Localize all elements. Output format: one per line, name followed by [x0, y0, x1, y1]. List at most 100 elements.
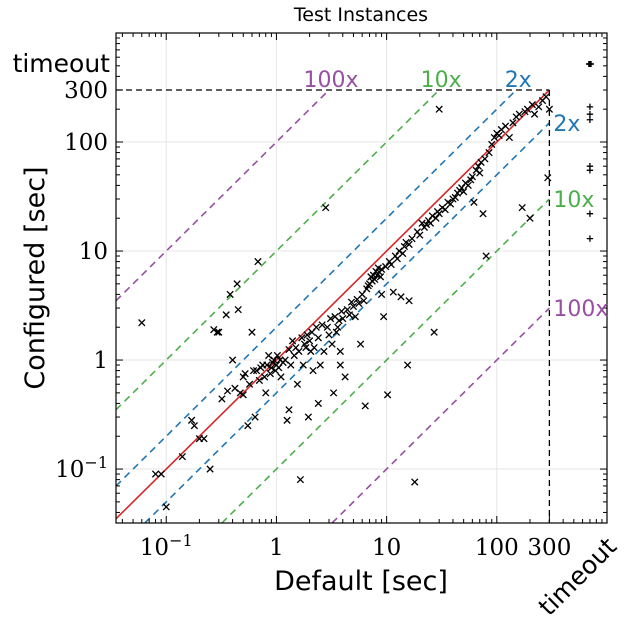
data-point	[303, 331, 311, 339]
data-point	[347, 298, 356, 306]
timeout-timeout-point	[587, 61, 594, 67]
data-point	[349, 302, 358, 311]
x-tick-label: 10	[372, 535, 401, 561]
x-tick-label: 1	[269, 535, 284, 561]
data-point	[526, 214, 534, 222]
data-point	[325, 331, 333, 339]
tick-labels: 10−1 1 10 100 300 10−1 1 10 100 300	[55, 78, 571, 561]
data-point	[464, 181, 472, 190]
data-point	[288, 337, 297, 345]
data-point	[296, 475, 305, 484]
data-point	[206, 465, 214, 473]
data-point	[226, 290, 234, 299]
data-point	[479, 210, 487, 218]
data-point	[309, 366, 317, 375]
data-point	[260, 373, 269, 381]
data-point	[387, 260, 395, 269]
data-point	[314, 399, 322, 408]
data-point	[441, 205, 449, 214]
data-point	[302, 343, 310, 352]
data-point	[501, 122, 510, 130]
data-point	[376, 273, 385, 281]
diagonal-line	[116, 89, 550, 520]
data-point	[400, 242, 409, 251]
data-point	[361, 402, 369, 410]
data-point	[277, 373, 285, 381]
data-point	[151, 470, 160, 478]
data-point	[249, 366, 258, 375]
timeout-point	[586, 110, 594, 118]
data-point	[530, 110, 539, 118]
data-point	[358, 290, 366, 299]
data-points	[138, 61, 594, 511]
data-point	[293, 380, 302, 388]
data-point	[379, 313, 388, 321]
data-point	[535, 103, 543, 111]
reference-line-labels: 2x 2x 10x 10x 100x 100x	[303, 68, 608, 322]
data-point	[200, 435, 208, 443]
data-point	[245, 380, 254, 388]
data-point	[495, 131, 503, 140]
plot-frame	[115, 32, 608, 524]
cutoff-lines	[116, 89, 551, 523]
ref-label-upper: 10x	[421, 68, 462, 93]
data-point	[470, 198, 478, 206]
data-point	[336, 361, 344, 369]
data-point	[316, 361, 324, 369]
data-point	[223, 387, 232, 395]
data-point	[187, 416, 196, 424]
data-point	[312, 323, 320, 331]
data-point	[422, 220, 431, 229]
data-point	[482, 252, 490, 260]
data-point	[416, 231, 424, 239]
data-point	[515, 110, 523, 118]
data-point	[399, 249, 407, 258]
data-point	[339, 314, 347, 323]
data-point	[545, 105, 554, 113]
data-point	[299, 361, 307, 369]
data-point	[329, 389, 338, 397]
data-point	[360, 297, 368, 305]
ref-label-lower: 100x	[553, 297, 608, 322]
data-point	[337, 307, 346, 315]
data-point	[345, 311, 354, 319]
ref-line-100x-lower	[331, 307, 550, 523]
data-point	[283, 416, 291, 424]
y-timeout-label: timeout	[13, 49, 111, 78]
data-point	[451, 193, 459, 202]
data-point	[377, 290, 386, 299]
data-point	[435, 105, 443, 113]
data-point	[318, 321, 326, 329]
x-tick-label: 100	[475, 535, 519, 561]
x-tick-label: 10−1	[140, 531, 193, 561]
data-point	[377, 265, 386, 273]
data-point	[252, 366, 261, 375]
data-point	[446, 200, 455, 208]
data-point	[383, 391, 392, 399]
data-point	[389, 288, 397, 296]
data-point	[334, 323, 342, 331]
data-point	[432, 214, 440, 222]
data-point	[239, 391, 247, 399]
data-point	[405, 297, 413, 305]
data-point	[285, 406, 293, 414]
data-point	[490, 133, 499, 142]
plot-content	[116, 61, 594, 523]
data-point	[162, 503, 170, 511]
data-point	[262, 389, 270, 397]
ref-line-2x-lower	[144, 122, 550, 523]
data-point	[295, 347, 303, 356]
data-point	[488, 140, 496, 149]
data-point	[263, 361, 271, 369]
x-axis-label: Default [sec]	[274, 566, 448, 597]
data-point	[343, 305, 351, 314]
data-point	[228, 356, 237, 364]
data-point	[239, 373, 247, 381]
ref-line-2x-upper	[116, 89, 517, 487]
timeout-point	[586, 103, 594, 111]
data-point	[468, 173, 477, 181]
data-point	[341, 373, 349, 381]
data-point	[322, 203, 330, 212]
data-point	[251, 413, 259, 421]
